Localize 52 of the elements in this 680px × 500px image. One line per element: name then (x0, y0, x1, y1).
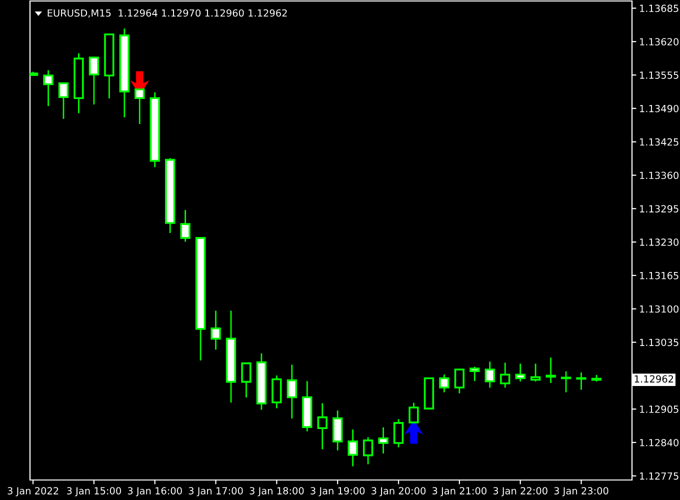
candlestick (470, 366, 480, 381)
y-tick-label: 1.13165 (640, 272, 678, 280)
candlestick (576, 372, 586, 390)
x-tick-label: 3 Jan 22:00 (493, 487, 548, 496)
x-tick-label: 3 Jan 20:00 (372, 487, 426, 496)
candlestick (272, 375, 282, 408)
x-tick-label: 3 Jan 23:00 (554, 487, 608, 496)
x-tick-label: 3 Jan 15:00 (67, 487, 121, 496)
x-tick-label: 3 Jan 19:00 (310, 487, 365, 496)
candlestick (530, 364, 541, 382)
candlestick (454, 368, 465, 394)
candlestick (348, 429, 358, 466)
candlestick (317, 403, 328, 450)
candlestick (393, 419, 404, 448)
candlestick (43, 70, 54, 106)
y-tick-label: 1.12775 (640, 472, 678, 480)
candlestick (378, 427, 388, 454)
y-tick-label: 1.13555 (640, 71, 678, 79)
text: EURUSD,M15 1.12964 1.12970 1.12960 1.12962 (48, 9, 287, 18)
candlestick (180, 210, 190, 242)
x-tick-label: 3 Jan 16:00 (128, 487, 182, 496)
candlestick (241, 362, 252, 398)
y-tick-label: 1.13035 (640, 338, 678, 346)
candlestick (58, 82, 69, 119)
y-tick-label: 1.13295 (640, 205, 678, 212)
candlestick (88, 56, 100, 104)
y-tick-label: 1.13360 (640, 172, 679, 180)
candlestick (332, 410, 343, 450)
x-tick-label: 3 Jan 21:00 (432, 487, 486, 496)
y-tick-label: 1.13490 (640, 104, 679, 112)
x-tick-label: 3 Jan 2022 (8, 487, 58, 496)
candlestick (515, 364, 526, 382)
y-tick-label: 1.13620 (640, 38, 679, 46)
text: 1.12962 (634, 375, 674, 383)
candlestick (408, 402, 419, 424)
candlestick (560, 371, 572, 392)
candlestick (439, 374, 450, 392)
candlestick (286, 364, 298, 419)
y-tick-label: 1.13230 (640, 238, 679, 246)
candlestick (134, 88, 145, 124)
y-tick-label: 1.12840 (640, 438, 679, 446)
candlestick (484, 362, 495, 388)
y-tick-label: 1.13425 (640, 138, 678, 146)
y-tick-label: 1.13685 (640, 4, 678, 12)
x-tick-label: 3 Jan 18:00 (250, 487, 304, 496)
y-tick-label: 1.13100 (640, 305, 679, 313)
candlestick (362, 437, 374, 464)
candlestick (500, 362, 510, 388)
candlestick (210, 310, 221, 350)
y-tick-label: 1.12905 (640, 406, 678, 413)
x-tick-label: 3 Jan 17:00 (188, 487, 243, 496)
candlestick (546, 358, 556, 384)
